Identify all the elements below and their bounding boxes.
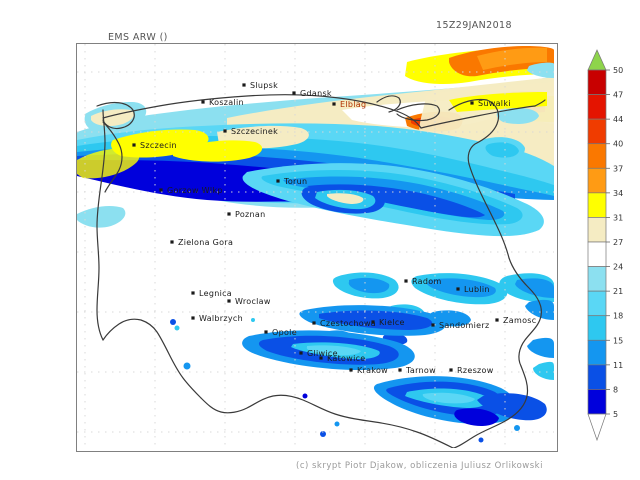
colorbar-band	[587, 364, 607, 390]
city-marker	[191, 316, 195, 320]
city-marker	[170, 240, 174, 244]
city-label: Gdansk	[300, 89, 332, 98]
credit-footer: (c) skrypt Piotr Djakow, obliczenia Juli…	[296, 461, 543, 471]
city-label: Sandomierz	[439, 321, 489, 330]
city-marker	[349, 368, 353, 372]
colorbar-over-arrow	[587, 49, 607, 71]
city-marker	[264, 330, 268, 334]
radar-reflectivity-map: Slupsk Koszalin Gdansk Elblag Suwalki Szczeci…	[77, 44, 554, 448]
city-label: Szczecin	[140, 141, 177, 150]
city-marker	[449, 368, 453, 372]
city-label: Szczecinek	[231, 127, 278, 136]
colorbar-band	[587, 143, 607, 169]
city-label: Krakow	[357, 366, 388, 375]
city-label: Suwalki	[478, 99, 511, 108]
colorbar-tick-label: 27	[613, 238, 623, 247]
colorbar-tick-label: 34	[613, 189, 623, 198]
colorbar-band	[587, 217, 607, 243]
model-name: EMS ARW ()	[108, 32, 168, 43]
city-marker	[223, 129, 227, 133]
colorbar-tick-label: 24	[613, 263, 623, 272]
colorbar-tick-label: 40	[613, 140, 623, 149]
city-marker	[201, 100, 205, 104]
city-label: Opole	[272, 328, 297, 337]
colorbar-under-arrow	[587, 413, 607, 442]
city-marker	[319, 356, 323, 360]
city-label: Wroclaw	[235, 297, 271, 306]
city-label: Zielona Gora	[178, 238, 233, 247]
city-label: Czestochowa	[320, 319, 376, 328]
city-marker	[332, 102, 336, 106]
city-marker	[242, 83, 246, 87]
colorbar-band	[587, 266, 607, 292]
colorbar-tick-label: 15	[613, 336, 623, 345]
colorbar-tick-label: 31	[613, 213, 623, 222]
colorbar-band	[587, 339, 607, 366]
valid-time: 15Z29JAN2018	[436, 20, 512, 31]
city-marker	[456, 287, 460, 291]
city-marker	[159, 188, 163, 192]
city-marker	[191, 291, 195, 295]
colorbar-band	[587, 167, 607, 194]
city-label: Radom	[412, 277, 442, 286]
colorbar: 50 47 44 40 37 34 31 27 24 21 18 15 11 8 5	[584, 48, 636, 448]
city-marker	[227, 299, 231, 303]
colorbar-band	[587, 192, 607, 218]
city-label: Elblag	[340, 100, 366, 109]
colorbar-svg: 50 47 44 40 37 34 31 27 24 21 18 15 11 8 5	[587, 49, 623, 442]
colorbar-band	[587, 118, 607, 145]
city-label: Poznan	[235, 210, 265, 219]
city-marker	[470, 101, 474, 105]
colorbar-band	[587, 290, 607, 317]
colorbar-band	[587, 69, 607, 95]
colorbar-tick-label: 11	[613, 361, 623, 370]
colorbar-tick-label: 5	[613, 410, 618, 419]
colorbar-tick-label: 44	[613, 115, 623, 124]
city-label: Gorzow Wlkp	[167, 186, 223, 195]
city-label: Koszalin	[209, 98, 244, 107]
city-marker	[312, 321, 316, 325]
colorbar-band	[587, 315, 607, 341]
city-label: Lublin	[464, 285, 490, 294]
colorbar-band	[587, 389, 607, 415]
colorbar-band	[587, 94, 607, 120]
colorbar-tick-label: 8	[613, 385, 618, 394]
colorbar-tick-label: 47	[613, 91, 623, 100]
colorbar-band	[587, 241, 607, 267]
city-label: Zamosc	[503, 316, 536, 325]
city-marker	[398, 368, 402, 372]
city-label: Slupsk	[250, 81, 278, 90]
city-label: Tarnow	[405, 366, 436, 375]
map-plot-area: Slupsk Koszalin Gdansk Elblag Suwalki Szczeci…	[76, 43, 558, 452]
city-marker	[276, 179, 280, 183]
colorbar-tick-label: 21	[613, 287, 623, 296]
city-marker	[292, 91, 296, 95]
colorbar-tick-label: 37	[613, 164, 623, 173]
city-marker	[431, 323, 435, 327]
city-marker	[299, 351, 303, 355]
city-marker	[371, 320, 375, 324]
city-marker	[132, 143, 136, 147]
city-label: Walbrzych	[199, 314, 243, 323]
city-marker	[227, 212, 231, 216]
city-label: Rzeszow	[457, 366, 494, 375]
city-label: Katowice	[327, 354, 366, 363]
city-label: Legnica	[199, 289, 232, 298]
colorbar-tick-label: 50	[613, 66, 623, 75]
city-marker	[404, 279, 408, 283]
city-marker	[495, 318, 499, 322]
city-label: Kielce	[379, 318, 405, 327]
city-label: Torun	[283, 177, 307, 186]
colorbar-tick-label: 18	[613, 312, 623, 321]
city-label: Gliwice	[307, 349, 338, 358]
